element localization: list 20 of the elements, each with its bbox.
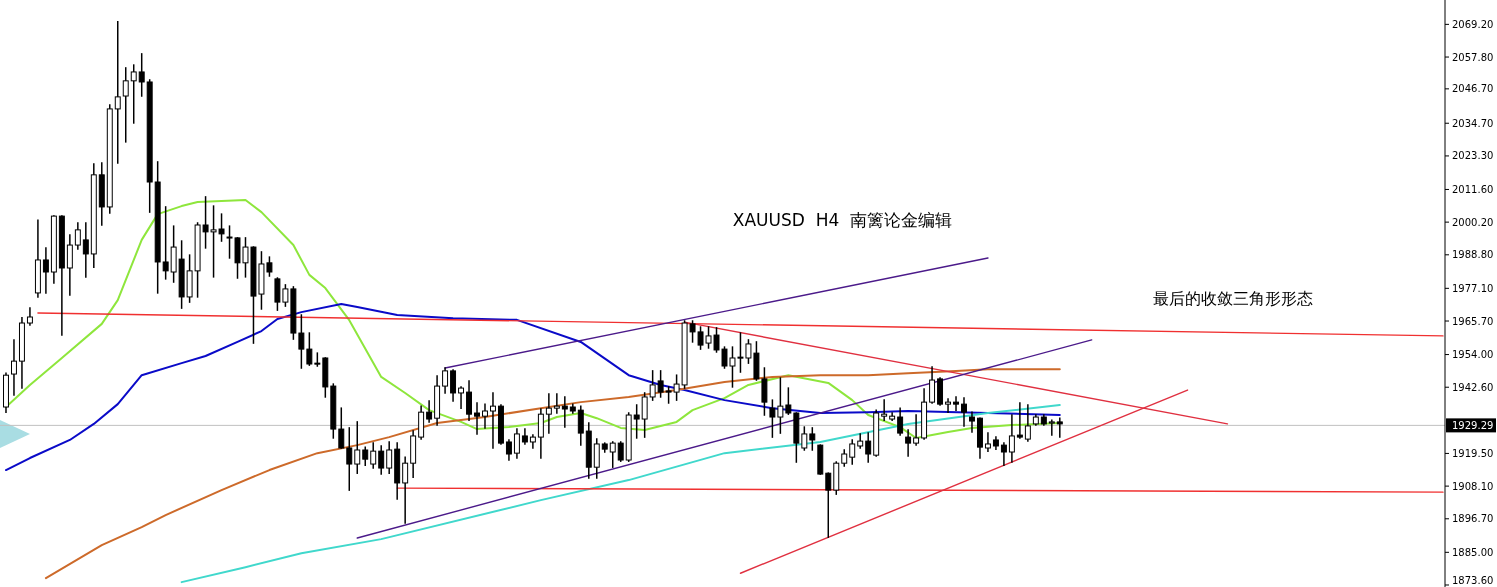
y-tick-label: 1919.50 <box>1452 447 1494 459</box>
y-tick-label: 1885.00 <box>1452 546 1494 558</box>
y-tick-label: 1908.10 <box>1452 480 1494 492</box>
y-tick-label: 2000.20 <box>1452 216 1494 228</box>
y-tick-label: 2034.70 <box>1452 117 1494 129</box>
y-tick-label: 1965.70 <box>1452 315 1494 327</box>
y-tick-label: 1896.70 <box>1452 513 1494 525</box>
y-tick-label: 1988.80 <box>1452 249 1494 261</box>
y-tick-label: 2057.80 <box>1452 51 1494 63</box>
y-tick-label: 2046.70 <box>1452 83 1494 95</box>
y-tick-label: 2069.20 <box>1452 18 1494 30</box>
text: XAUUSD H4 南篱论金编辑 <box>732 210 953 231</box>
y-tick-label: 1977.10 <box>1452 282 1494 294</box>
ref-line-label: 1929.29 <box>1452 419 1494 431</box>
y-tick-label: 2011.60 <box>1452 183 1494 195</box>
y-tick-label: 1873.60 <box>1452 574 1494 586</box>
annotation: 最后的收敛三角形形态 <box>1152 288 1313 308</box>
y-tick-label: 1942.60 <box>1452 381 1494 393</box>
y-tick-label: 2023.30 <box>1452 150 1494 162</box>
y-tick-label: 1954.00 <box>1452 349 1494 361</box>
